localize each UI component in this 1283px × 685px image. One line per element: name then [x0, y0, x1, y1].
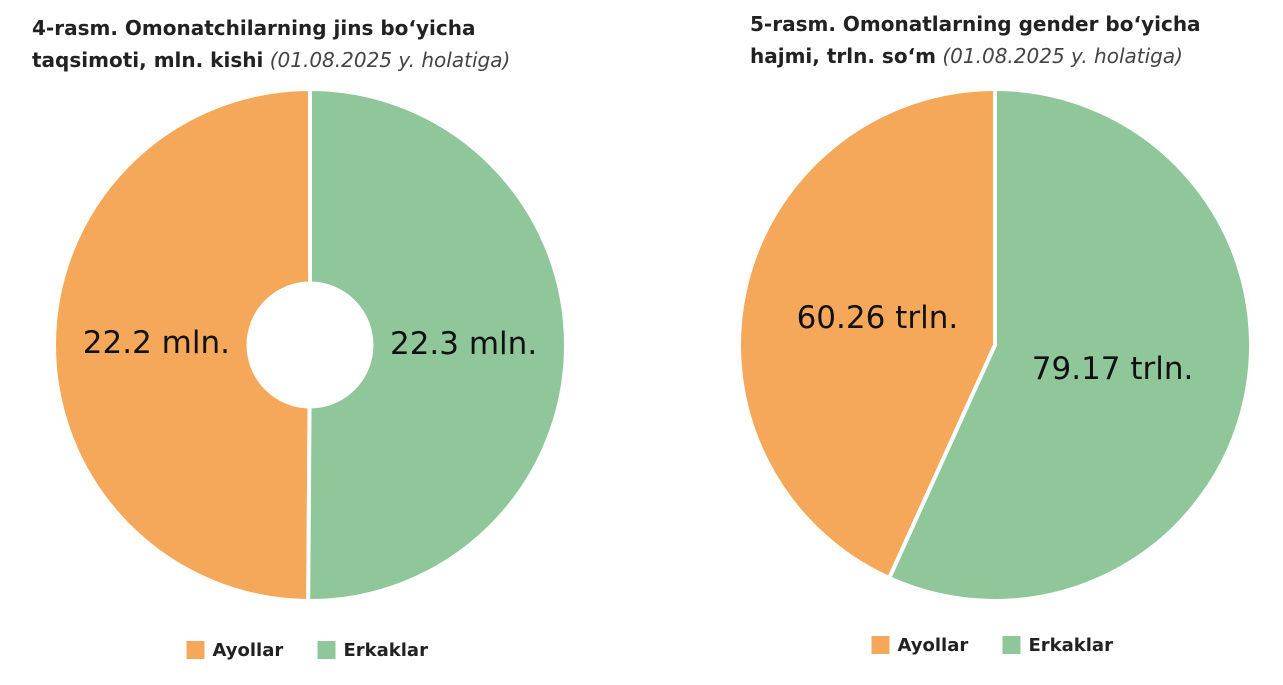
legend-label: Erkaklar — [344, 640, 429, 661]
chart-title: 5-rasm. Omonatlarning gender bo‘yicha ha… — [750, 12, 1201, 68]
slice — [737, 87, 997, 581]
legend-label: Erkaklar — [1029, 635, 1114, 656]
chart-subtitle: (01.08.2025 y. holatiga) — [942, 44, 1183, 68]
data-label: 22.2 mln. — [83, 325, 230, 361]
slice — [52, 87, 312, 603]
legend-swatch — [871, 636, 890, 654]
legend-label: Ayollar — [898, 635, 969, 656]
data-label: 60.26 trln. — [797, 300, 959, 336]
data-label: 22.3 mln. — [390, 326, 537, 362]
slice — [887, 87, 1253, 603]
chart-title-block: 5-rasm. Omonatlarning gender bo‘yicha ha… — [750, 8, 1240, 72]
legend-label: Ayollar — [213, 640, 284, 661]
data-label: 79.17 trln. — [1032, 351, 1194, 387]
slice — [306, 87, 568, 603]
chart-subtitle: (01.08.2025 y. holatiga) — [269, 48, 511, 72]
legend-swatch — [1002, 636, 1021, 654]
chart-title: 4-rasm. Omonatchilarning jins bo‘yicha t… — [32, 16, 476, 72]
legend-swatch — [317, 641, 336, 659]
chart-title-block: 4-rasm. Omonatchilarning jins bo‘yicha t… — [32, 12, 522, 76]
legend-swatch — [186, 641, 205, 659]
